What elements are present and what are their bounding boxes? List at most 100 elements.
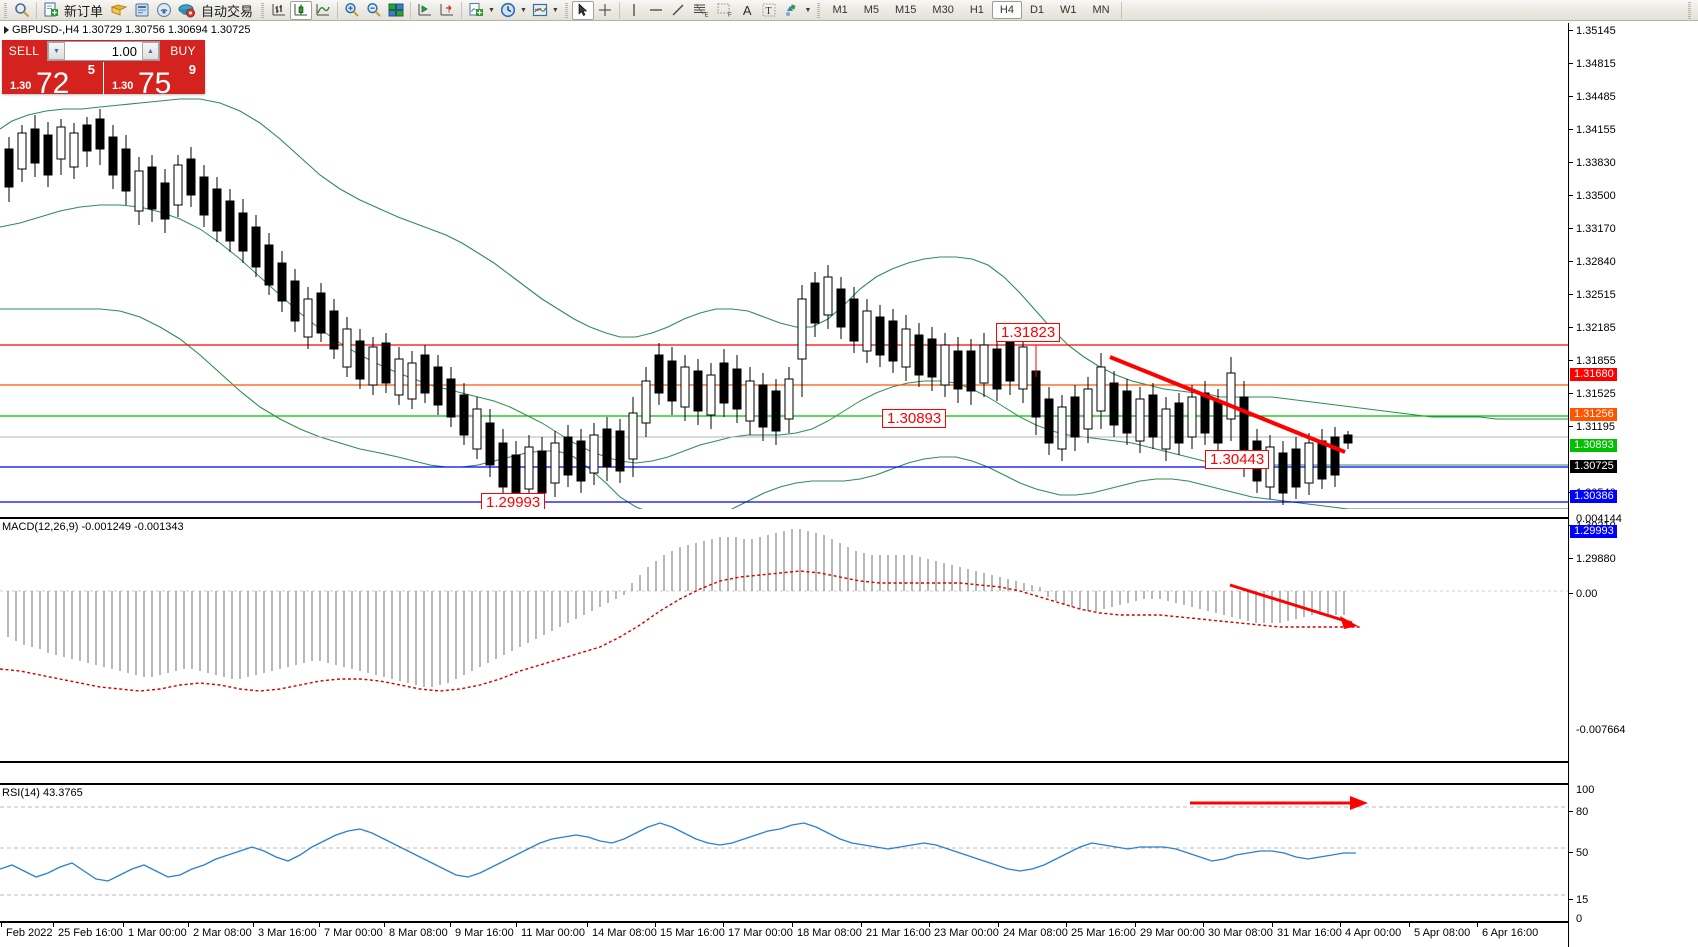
bar-chart-icon[interactable]	[268, 1, 290, 20]
indicators-icon[interactable]	[465, 1, 487, 20]
timeframe-w1[interactable]: W1	[1060, 4, 1077, 16]
price-tick-134815: 1.34815	[1569, 58, 1616, 70]
toolbar-grip-2[interactable]	[259, 1, 267, 19]
toolbar-grip-4[interactable]	[815, 1, 823, 19]
market-watch-icon[interactable]	[11, 1, 33, 20]
label-icon[interactable]: T	[758, 1, 780, 20]
chart-shift-icon[interactable]	[436, 1, 458, 20]
shapes-icon[interactable]	[780, 1, 804, 20]
rsi-tick-80: 80	[1569, 806, 1588, 818]
timeframe-h1[interactable]: H1	[969, 4, 984, 16]
resistance-level-badge[interactable]: 1.31680	[1570, 368, 1617, 381]
time-axis[interactable]: Feb 2022 25 Feb 16:00 1 Mar 00:00 2 Mar …	[0, 923, 1568, 947]
toolbar-grip-3[interactable]	[562, 1, 570, 19]
trade-panel-controls[interactable]: SELL ▼ 1.00 ▲ BUY	[2, 40, 205, 62]
new-order-icon[interactable]	[40, 1, 62, 20]
indicators-dropdown-caret-icon[interactable]: ▼	[488, 6, 495, 14]
sell-price[interactable]: 1.30 72 5	[2, 62, 103, 99]
current-price-badge[interactable]: 1.30725	[1570, 460, 1617, 473]
candlestick-chart-icon[interactable]	[290, 0, 313, 20]
volume-increase-button[interactable]: ▲	[142, 42, 159, 60]
timeframe-m30[interactable]: M30	[932, 4, 954, 16]
buy-price-sup: 9	[188, 62, 196, 77]
blue-level-badge[interactable]: 1.30386	[1570, 490, 1617, 503]
rsi-indicator-pane[interactable]: RSI(14) 43.3765	[0, 783, 1568, 923]
svg-text:E: E	[704, 13, 708, 19]
price-tick-129880: 1.29880	[1569, 553, 1616, 565]
crosshair-icon[interactable]	[594, 1, 616, 20]
buy-button[interactable]: BUY	[170, 44, 196, 58]
volume-input[interactable]: ▼ 1.00 ▲	[47, 41, 160, 61]
trendline-icon[interactable]	[667, 1, 689, 20]
folder-icon[interactable]	[107, 1, 131, 20]
blue-level-badge-2[interactable]: 1.29993	[1570, 525, 1617, 538]
one-click-trading-panel[interactable]: SELL ▼ 1.00 ▲ BUY 1.30 72 5 1.30 75 9	[2, 40, 205, 99]
volume-value[interactable]: 1.00	[111, 43, 137, 59]
macd-indicator-pane[interactable]: MACD(12,26,9) -0.001249 -0.001343	[0, 517, 1568, 763]
autotrading-label[interactable]: 自动交易	[201, 3, 254, 19]
time-label-3: 2 Mar 08:00	[188, 923, 252, 939]
timeframe-h4[interactable]: H4	[991, 1, 1022, 19]
rsi-tick-15: 15	[1569, 894, 1588, 906]
period-clock-icon[interactable]	[497, 1, 519, 20]
toolbar-grip[interactable]	[2, 1, 9, 19]
rsi-line	[0, 822, 1356, 882]
signal-icon[interactable]	[153, 1, 175, 20]
cursor-icon[interactable]	[571, 0, 594, 20]
horizontal-line-icon[interactable]	[645, 1, 667, 20]
shapes-dotted-icon[interactable]: F	[713, 1, 737, 20]
sell-price-prefix: 1.30	[10, 80, 32, 92]
time-label-2: 1 Mar 00:00	[123, 923, 187, 939]
price-axis[interactable]: 1.35145 1.34815 1.34485 1.34155 1.33830 …	[1568, 23, 1698, 947]
volume-decrease-button[interactable]: ▼	[48, 42, 65, 60]
price-chart-pane[interactable]: 1.31823 1.30893 1.29993 1.30443	[0, 37, 1568, 509]
time-label-9: 14 Mar 08:00	[587, 923, 657, 939]
new-order-label[interactable]: 新订单	[64, 3, 104, 19]
time-label-1: 25 Feb 16:00	[53, 923, 123, 939]
window-tile-icon[interactable]	[385, 1, 407, 20]
toolbar-overflow-grip[interactable]	[1684, 0, 1698, 21]
sell-button[interactable]: SELL	[8, 44, 40, 58]
fibonacci-icon[interactable]: E	[689, 1, 713, 20]
price-tick-132185: 1.32185	[1569, 322, 1616, 334]
buy-price[interactable]: 1.30 75 9	[103, 62, 204, 99]
timeframe-m1[interactable]: M1	[832, 4, 848, 16]
price-tick-131525: 1.31525	[1569, 388, 1616, 400]
vertical-line-icon[interactable]	[623, 1, 645, 20]
zoom-in-icon[interactable]	[341, 1, 363, 20]
main-toolbar[interactable]: 新订单 自动交易 ▼ ▼ ▼	[0, 0, 1698, 21]
macd-label: MACD(12,26,9) -0.001249 -0.001343	[2, 521, 184, 533]
price-tick-133830: 1.33830	[1569, 157, 1616, 169]
auto-scroll-icon[interactable]	[414, 1, 436, 20]
timeframe-m15[interactable]: M15	[895, 4, 917, 16]
price-tick-132515: 1.32515	[1569, 289, 1616, 301]
toolbar-separator-6	[1120, 1, 1122, 19]
orange-level-badge[interactable]: 1.31256	[1570, 408, 1617, 421]
timeframe-d1[interactable]: D1	[1029, 4, 1045, 16]
sell-price-sup: 5	[87, 62, 95, 77]
collapse-arrow-icon[interactable]	[4, 26, 9, 34]
annotation-130443[interactable]: 1.30443	[1205, 450, 1270, 469]
text-icon[interactable]: A	[742, 2, 752, 18]
annotation-129993[interactable]: 1.29993	[481, 493, 546, 509]
support-level-badge[interactable]: 1.30893	[1570, 439, 1617, 452]
time-label-12: 18 Mar 08:00	[792, 923, 862, 939]
time-label-8: 11 Mar 00:00	[515, 923, 586, 939]
annotation-130893[interactable]: 1.30893	[882, 409, 947, 428]
annotation-131823[interactable]: 1.31823	[996, 323, 1061, 342]
profiles-icon[interactable]	[131, 1, 153, 20]
line-chart-icon[interactable]	[312, 1, 334, 20]
timeframe-mn[interactable]: MN	[1092, 4, 1110, 16]
macd-tick-min: -0.007664	[1576, 724, 1626, 736]
shapes-dropdown-caret-icon[interactable]: ▼	[804, 6, 812, 14]
macd-chart-svg	[0, 529, 1568, 692]
templates-dropdown-caret-icon[interactable]: ▼	[551, 6, 559, 14]
macd-arrow-annotation	[1229, 583, 1358, 629]
templates-icon[interactable]	[529, 1, 551, 20]
zoom-out-icon[interactable]	[363, 1, 385, 20]
timeframe-m5[interactable]: M5	[863, 4, 880, 16]
period-dropdown-caret-icon[interactable]: ▼	[519, 6, 527, 14]
trendline-downtrend	[1109, 355, 1346, 454]
autotrading-icon[interactable]	[175, 1, 199, 20]
macd-histogram	[7, 529, 1345, 687]
